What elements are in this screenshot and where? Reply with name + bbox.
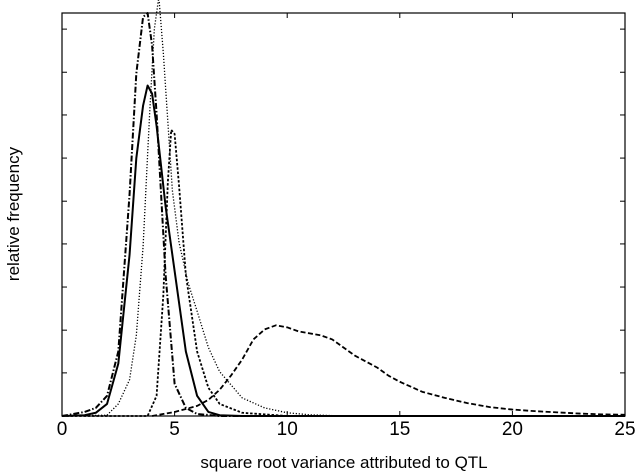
y-axis-label: relative frequency [4, 146, 23, 281]
series-line-4 [62, 128, 625, 417]
series-line-1 [61, 84, 625, 417]
x-tick-label: 10 [277, 419, 298, 440]
series-line-2 [61, 12, 625, 417]
x-tick-label: 0 [57, 419, 68, 440]
plot-lines [61, 0, 626, 417]
axis-ticks [61, 13, 626, 416]
x-tick-label: 15 [389, 419, 410, 440]
series-line-3 [61, 0, 625, 417]
plot-frame [61, 12, 626, 417]
x-tick-labels: 0 5 10 15 20 25 [57, 419, 636, 440]
x-tick-label: 5 [169, 419, 180, 440]
x-tick-label: 20 [502, 419, 523, 440]
x-axis-label: square root variance attributed to QTL [200, 453, 487, 472]
x-tick-label: 25 [614, 419, 635, 440]
series-line-5 [151, 324, 626, 417]
